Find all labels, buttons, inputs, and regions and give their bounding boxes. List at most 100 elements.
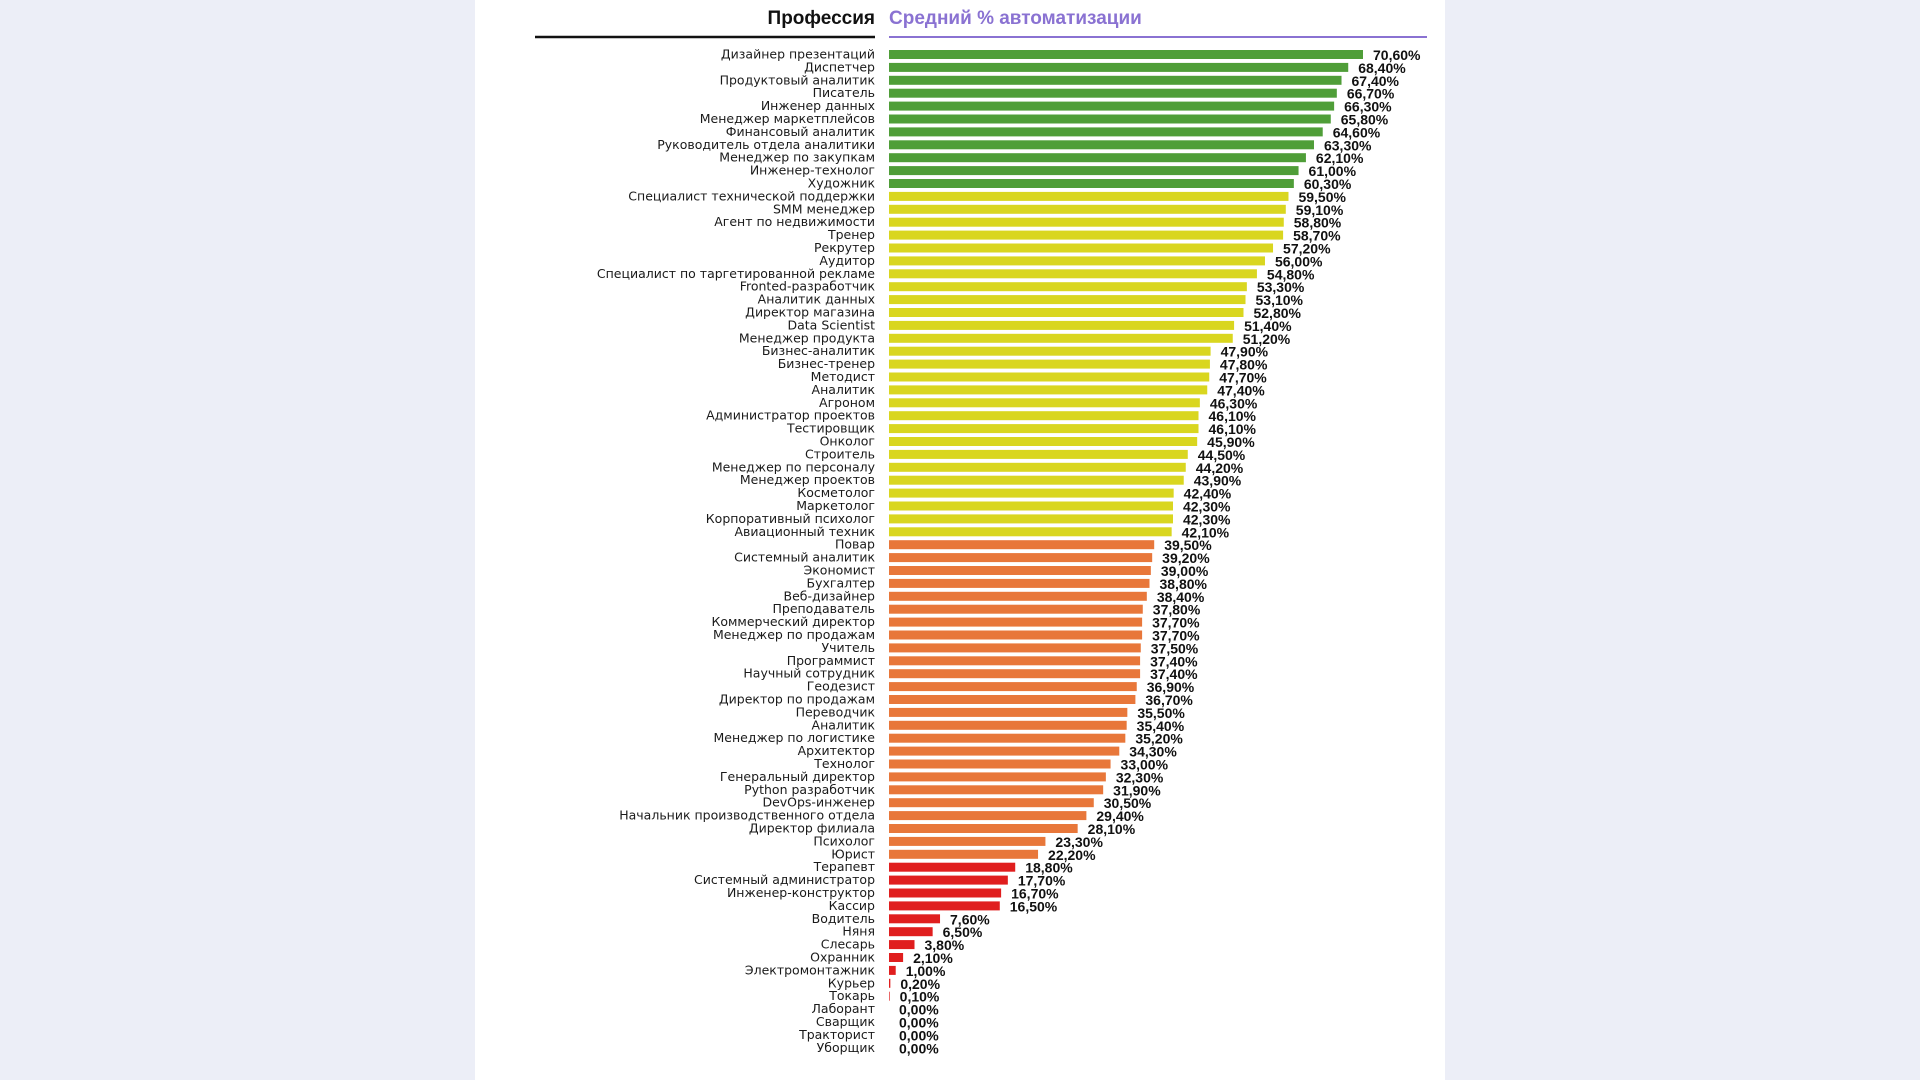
category-label: Аналитик данных [758, 292, 875, 307]
category-label: Строитель [805, 446, 875, 461]
bar [889, 566, 1151, 575]
category-label: Методист [811, 369, 875, 384]
category-label: Администратор проектов [706, 408, 875, 423]
category-label: Продуктовый аналитик [720, 72, 876, 87]
bar [889, 514, 1173, 524]
bar [889, 75, 1342, 85]
category-label: Бизнес-тренер [778, 356, 875, 371]
value-label: 36,90% [1147, 679, 1195, 695]
bar [889, 101, 1335, 111]
category-label: Геодезист [807, 679, 875, 694]
category-label: Специалист по таргетированной рекламе [597, 266, 875, 281]
bar [889, 798, 1094, 808]
value-label: 39,20% [1162, 550, 1210, 566]
category-label: Научный сотрудник [743, 666, 875, 681]
value-label: 46,30% [1210, 395, 1258, 411]
bar [889, 475, 1184, 485]
value-label: 64,60% [1333, 124, 1381, 140]
value-label: 66,70% [1347, 86, 1395, 102]
value-label: 47,80% [1220, 357, 1268, 373]
value-label: 0,00% [899, 1015, 939, 1031]
value-label: 66,30% [1344, 99, 1392, 115]
bar [889, 785, 1104, 795]
category-label: Начальник производственного отдела [619, 808, 875, 823]
bar [889, 88, 1337, 98]
category-label: Системный аналитик [734, 550, 875, 565]
value-label: 17,70% [1018, 873, 1066, 889]
category-label: Менеджер по логистике [714, 730, 876, 745]
value-label: 51,40% [1244, 318, 1292, 334]
bar [889, 127, 1323, 137]
bar [889, 437, 1198, 446]
bar [889, 372, 1210, 382]
bar [889, 940, 915, 950]
value-label: 2,10% [913, 950, 953, 966]
category-label: Переводчик [796, 704, 876, 719]
category-column-header: Профессия [768, 8, 875, 29]
category-label: Системный администратор [694, 872, 875, 887]
bar [889, 978, 891, 988]
bar [889, 617, 1143, 627]
value-label: 42,30% [1183, 499, 1231, 515]
category-label: Повар [835, 537, 875, 552]
bar [889, 62, 1349, 72]
category-label: Курьер [828, 975, 875, 990]
category-label: Диспетчер [804, 59, 875, 74]
bar [889, 682, 1137, 692]
category-label: Уборщик [817, 1040, 876, 1055]
bar [889, 269, 1257, 279]
category-label: Слесарь [821, 937, 875, 952]
value-label: 61,00% [1309, 163, 1357, 179]
bar [889, 849, 1039, 859]
bar [889, 591, 1147, 601]
category-label: Художник [808, 176, 876, 191]
bar [889, 282, 1247, 292]
value-label: 39,00% [1161, 563, 1209, 579]
value-label: 42,40% [1184, 486, 1232, 502]
bar [889, 346, 1211, 356]
category-label: Тренер [827, 227, 875, 242]
automation-bar-chart: Профессия Средний % автоматизации Дизайн… [535, 8, 1427, 1056]
bar [889, 398, 1200, 408]
value-label: 28,10% [1088, 821, 1136, 837]
value-label: 0,00% [899, 1002, 939, 1018]
bar [889, 953, 904, 962]
value-label: 35,40% [1137, 718, 1185, 734]
category-label: Инженер данных [761, 98, 875, 113]
bar [889, 204, 1286, 214]
chart-card: Профессия Средний % автоматизации Дизайн… [475, 0, 1445, 1080]
value-label: 46,10% [1209, 408, 1257, 424]
category-label: Тракторист [798, 1027, 875, 1042]
bar [889, 462, 1186, 472]
value-label: 52,80% [1253, 305, 1301, 321]
bar [889, 424, 1199, 434]
bar [889, 656, 1141, 666]
bar [889, 295, 1246, 305]
value-label: 0,00% [899, 1027, 939, 1043]
value-label: 29,40% [1096, 808, 1144, 824]
bar [889, 320, 1235, 330]
category-label: Аудитор [819, 253, 875, 268]
category-label: Рекрутер [814, 240, 875, 255]
category-label: Программист [787, 653, 875, 668]
bar [889, 411, 1199, 421]
value-label: 3,80% [925, 937, 965, 953]
value-label: 54,80% [1267, 266, 1315, 282]
category-label: Специалист технической поддержки [628, 188, 875, 203]
value-label: 35,20% [1135, 731, 1183, 747]
bar [889, 991, 890, 1001]
bar [889, 669, 1141, 679]
category-label: Преподаватель [772, 601, 875, 616]
category-label: Писатель [813, 85, 875, 100]
category-label: SMM менеджер [773, 201, 875, 216]
category-label: Fronted-разработчик [740, 279, 876, 294]
category-label: Директор магазина [745, 305, 875, 320]
value-label: 37,70% [1152, 628, 1200, 644]
bar [889, 888, 1002, 898]
value-label: 34,30% [1129, 744, 1177, 760]
value-label: 42,30% [1183, 511, 1231, 527]
bar [889, 385, 1208, 395]
value-label: 57,20% [1283, 241, 1331, 257]
category-label: Кассир [829, 898, 875, 913]
bar [889, 965, 896, 975]
